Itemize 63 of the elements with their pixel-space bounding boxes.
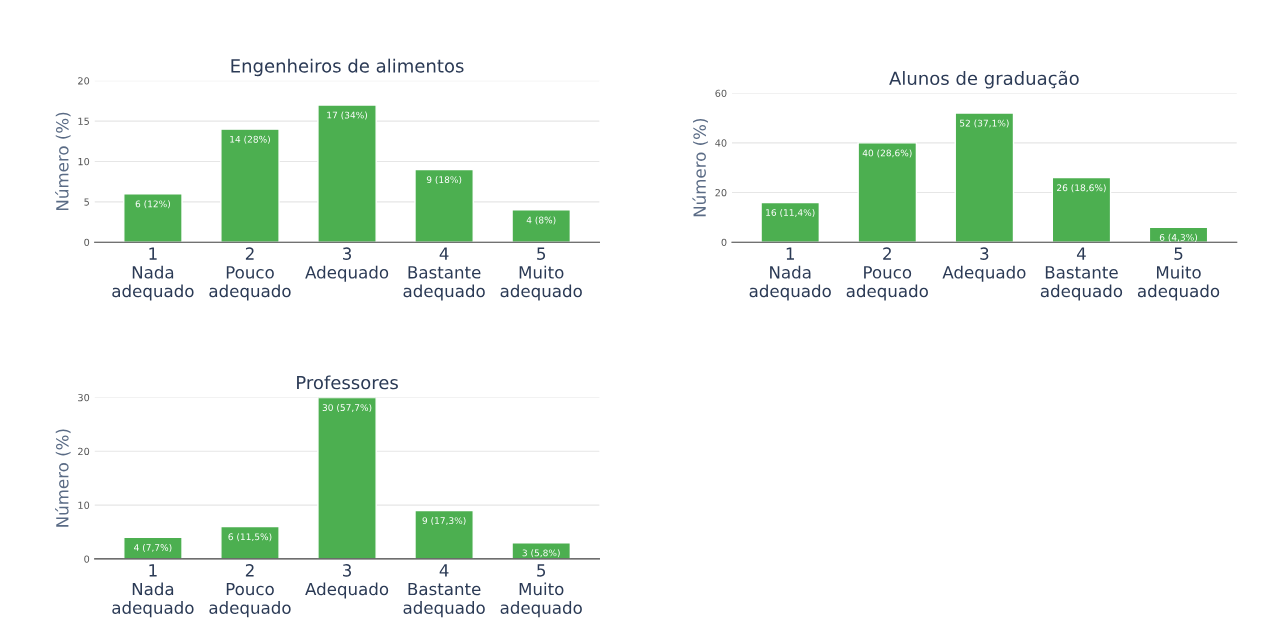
bar (220, 128, 280, 243)
bar (317, 104, 377, 243)
x-tick-label: 3 Adequado (305, 564, 389, 599)
y-tick-label: 40 (715, 139, 727, 147)
data-label: 3 (5,8%) (522, 549, 560, 558)
chart-title: Engenheiros de alimentos (231, 58, 464, 77)
data-label: 30 (57,7%) (322, 403, 372, 413)
chart-title: Alunos de graduação (889, 70, 1079, 89)
y-tick-label: 20 (78, 447, 90, 456)
bar (414, 168, 474, 243)
data-label: 52 (37,1%) (960, 119, 1009, 128)
bar (511, 209, 572, 243)
x-tick-label: 2 Pouco adequado (209, 247, 291, 301)
y-tick-label: 20 (78, 77, 90, 85)
bar (123, 536, 183, 559)
data-label: 40 (28,6%) (862, 149, 912, 158)
y-tick-label: 5 (84, 198, 89, 206)
y-tick-label: 0 (721, 238, 727, 247)
data-label: 9 (18%) (426, 176, 462, 185)
bar (857, 142, 918, 243)
x-tick-label: 1 Nada adequado (112, 564, 194, 618)
y-axis-title: Número (%) (55, 429, 71, 527)
bar (760, 201, 821, 243)
x-tick-label: 4 Bastante adequado (1040, 247, 1123, 301)
bar (123, 193, 183, 243)
bar (954, 112, 1015, 243)
x-tick-label: 1 Nada adequado (112, 247, 194, 301)
x-tick-label: 4 Bastante adequado (403, 564, 485, 618)
x-tick-label: 5 Muito adequado (1137, 247, 1220, 301)
x-tick-label: 4 Bastante adequado (403, 247, 485, 301)
x-tick-label: 1 Nada adequado (749, 247, 831, 301)
data-label: 16 (11,4%) (766, 209, 815, 218)
data-label: 26 (18,6%) (1057, 184, 1106, 193)
y-tick-label: 30 (78, 393, 90, 402)
data-label: 6 (12%) (135, 200, 170, 209)
bar (317, 397, 377, 559)
data-label: 9 (17,3%) (422, 517, 466, 526)
y-tick-label: 20 (715, 188, 727, 197)
x-tick-label: 3 Adequado (942, 247, 1026, 282)
y-tick-label: 10 (78, 501, 90, 509)
x-tick-label: 2 Pouco adequado (846, 247, 928, 301)
y-tick-label: 60 (715, 89, 727, 97)
data-label: 14 (28%) (230, 135, 270, 144)
bar (414, 509, 474, 559)
y-tick-label: 0 (84, 555, 90, 563)
data-label: 17 (34%) (327, 111, 368, 120)
y-tick-label: 10 (78, 157, 90, 166)
chart-title: Professores (297, 375, 398, 390)
x-tick-label: 3 Adequado (305, 247, 389, 282)
bar (1051, 176, 1112, 243)
data-label: 6 (4,3%) (1159, 233, 1198, 242)
bar (220, 525, 280, 559)
data-label: 4 (8%) (526, 216, 556, 225)
data-label: 4 (7,7%) (134, 543, 172, 552)
y-tick-label: 0 (84, 238, 90, 247)
y-axis-title: Número (%) (55, 112, 71, 210)
y-tick-label: 15 (78, 117, 89, 125)
bar (511, 542, 572, 559)
x-tick-label: 5 Muito adequado (500, 564, 582, 618)
x-tick-label: 2 Pouco adequado (209, 564, 291, 618)
data-label: 6 (11,5%) (228, 533, 272, 542)
y-axis-title: Número (%) (692, 118, 708, 217)
x-tick-label: 5 Muito adequado (500, 247, 582, 301)
